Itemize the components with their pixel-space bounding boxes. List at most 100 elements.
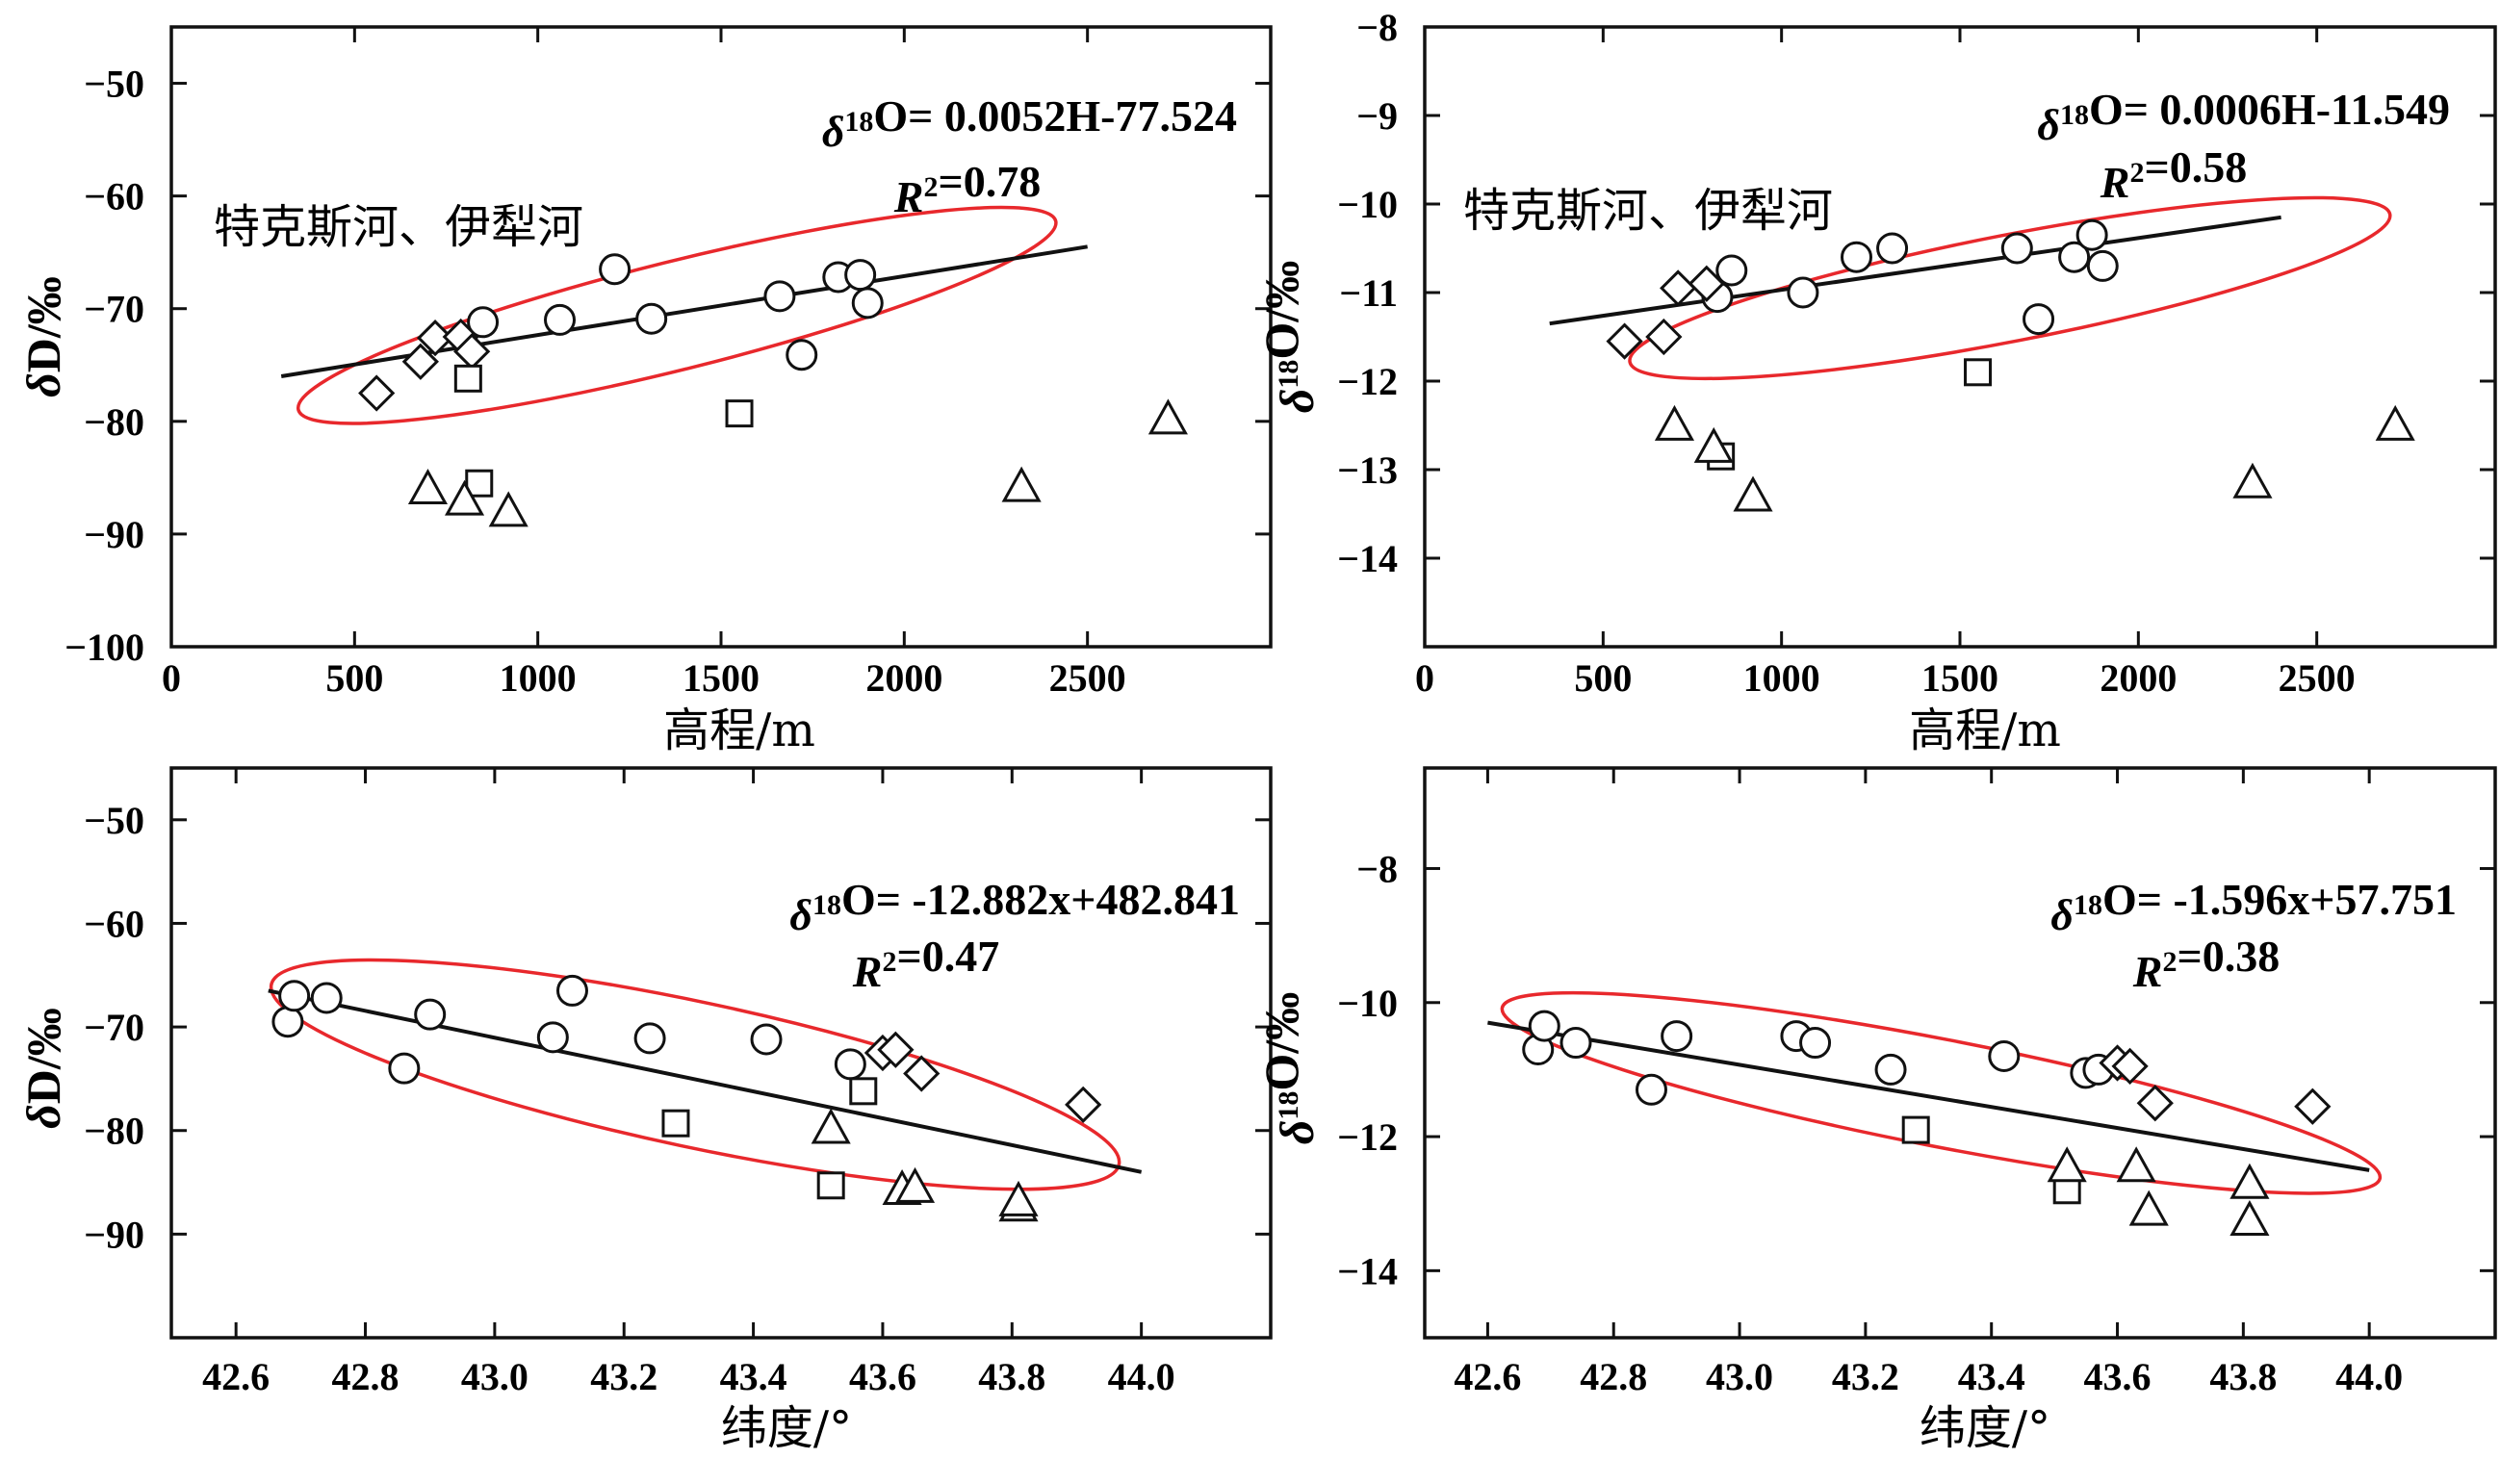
diamond-marker xyxy=(903,1055,941,1092)
triangle-marker xyxy=(2229,1163,2270,1199)
y-tick-label: −80 xyxy=(84,400,144,444)
y-tick-label: −70 xyxy=(84,1006,144,1049)
x-tick-label: 42.6 xyxy=(202,1355,270,1398)
triangle-marker xyxy=(998,1180,1039,1216)
triangle-marker xyxy=(488,491,528,527)
regression-equation: δ18O= 0.0006H-11.549 xyxy=(2037,85,2450,149)
circle-marker xyxy=(1661,1020,1693,1053)
circle-marker xyxy=(1635,1073,1667,1106)
circle-marker xyxy=(2058,241,2091,273)
regression-line xyxy=(1487,1020,2370,1172)
diamond-marker xyxy=(877,1031,915,1068)
regression-equation: δ18O= -12.882x+482.841 xyxy=(789,875,1240,939)
square-marker xyxy=(661,1109,690,1138)
x-tick-label: 500 xyxy=(1574,656,1632,700)
r-squared: R2=0.47 xyxy=(852,932,999,996)
diamond-marker xyxy=(1688,265,1725,302)
circle-marker xyxy=(1799,1027,1832,1060)
triangle-marker xyxy=(1654,404,1695,441)
triangle-marker xyxy=(894,1166,936,1203)
circle-marker xyxy=(278,980,311,1012)
y-tick-label: −14 xyxy=(1337,1249,1398,1292)
x-tick-label: 500 xyxy=(325,656,383,700)
x-tick-label: 2000 xyxy=(2100,656,2177,700)
circle-marker xyxy=(1787,276,1819,309)
y-tick-label: −11 xyxy=(1339,271,1398,315)
group-label: 特克斯河、伊犁河 xyxy=(1463,184,1833,238)
circle-marker xyxy=(467,306,500,339)
y-tick-label: −90 xyxy=(84,513,144,556)
circle-marker xyxy=(2075,218,2108,251)
triangle-marker xyxy=(1733,475,1773,512)
x-tick-label: 44.0 xyxy=(2335,1355,2403,1398)
circle-marker xyxy=(633,1022,666,1055)
y-tick-label: −10 xyxy=(1337,183,1398,226)
x-tick-label: 1000 xyxy=(500,656,577,700)
x-tick-label: 42.8 xyxy=(1580,1355,1647,1398)
x-tick-label: 43.6 xyxy=(849,1355,916,1398)
diamond-marker xyxy=(2111,1047,2149,1086)
y-tick-label: −70 xyxy=(84,288,144,331)
x-axis-label: 纬度/° xyxy=(721,1401,852,1455)
y-tick-label: −13 xyxy=(1337,448,1398,492)
y-tick-label: −8 xyxy=(1356,847,1398,890)
circle-marker xyxy=(1874,1053,1907,1086)
circle-marker xyxy=(2000,232,2033,265)
x-tick-label: 43.2 xyxy=(590,1355,657,1398)
square-marker xyxy=(465,469,494,498)
square-marker xyxy=(1901,1115,1930,1144)
x-tick-label: 43.6 xyxy=(2084,1355,2152,1398)
y-tick-label: −60 xyxy=(84,902,144,945)
regression-line xyxy=(280,244,1088,378)
y-tick-label: −100 xyxy=(64,626,144,669)
triangle-marker xyxy=(444,479,485,516)
x-tick-label: 43.0 xyxy=(1706,1355,1773,1398)
regression-equation: δ18O= 0.0052H-77.524 xyxy=(822,91,1237,156)
group-label: 特克斯河、伊犁河 xyxy=(214,200,583,254)
y-tick-label: −9 xyxy=(1356,94,1398,138)
diamond-marker xyxy=(2294,1087,2332,1125)
diamond-marker xyxy=(1606,322,1643,360)
panel-d: −14 −12 −10 −8 42.6 42.8 43.0 43.2 43.4 43.6 43.8 4… xyxy=(1254,766,2497,1455)
diamond-marker xyxy=(1645,318,1683,356)
triangle-marker xyxy=(1693,426,1734,463)
y-tick-label: −10 xyxy=(1337,982,1398,1025)
x-tick-label: 42.8 xyxy=(332,1355,399,1398)
diamond-marker xyxy=(416,320,454,357)
diamond-marker xyxy=(1065,1086,1102,1123)
y-axis-label: δD/‰ xyxy=(16,1008,70,1129)
group-ellipse xyxy=(269,958,1121,1191)
triangle-marker xyxy=(2047,1146,2087,1183)
group-ellipse xyxy=(296,205,1058,425)
x-tick-label: 43.2 xyxy=(1832,1355,1899,1398)
circle-marker xyxy=(310,982,343,1014)
x-tick-label: 43.0 xyxy=(461,1355,528,1398)
triangle-marker xyxy=(1001,466,1042,502)
x-tick-label: 42.6 xyxy=(1454,1355,1521,1398)
y-tick-label: −50 xyxy=(84,63,144,106)
triangle-marker xyxy=(2116,1146,2156,1183)
circle-marker xyxy=(851,287,884,320)
x-axis-label: 纬度/° xyxy=(1920,1401,2050,1455)
diamond-marker xyxy=(1660,269,1697,307)
x-tick-label: 0 xyxy=(1415,656,1434,700)
circle-marker xyxy=(2086,249,2119,282)
regression-equation: δ18O= -1.596x+57.751 xyxy=(2050,875,2457,939)
panel-c: −90 −80 −70 −60 −50 42.6 42.8 43.0 43.2 43.4 43.6 4… xyxy=(16,766,1273,1455)
y-axis-label: δ18O/‰ xyxy=(1254,261,1324,413)
x-tick-label: 2500 xyxy=(1049,656,1126,700)
x-tick-label: 2500 xyxy=(2279,656,2356,700)
diamond-marker xyxy=(401,343,439,380)
y-tick-label: −60 xyxy=(84,175,144,218)
y-tick-label: −90 xyxy=(84,1213,144,1256)
circle-marker xyxy=(750,1023,783,1056)
x-tick-label: 1000 xyxy=(1743,656,1820,700)
y-axis-label: δ18O/‰ xyxy=(1254,992,1324,1144)
square-marker xyxy=(816,1171,845,1200)
y-axis-label: δD/‰ xyxy=(16,276,70,397)
triangle-marker xyxy=(2128,1190,2169,1226)
triangle-marker xyxy=(2229,1200,2270,1237)
circle-marker xyxy=(599,253,631,286)
x-tick-label: 43.8 xyxy=(2209,1355,2277,1398)
